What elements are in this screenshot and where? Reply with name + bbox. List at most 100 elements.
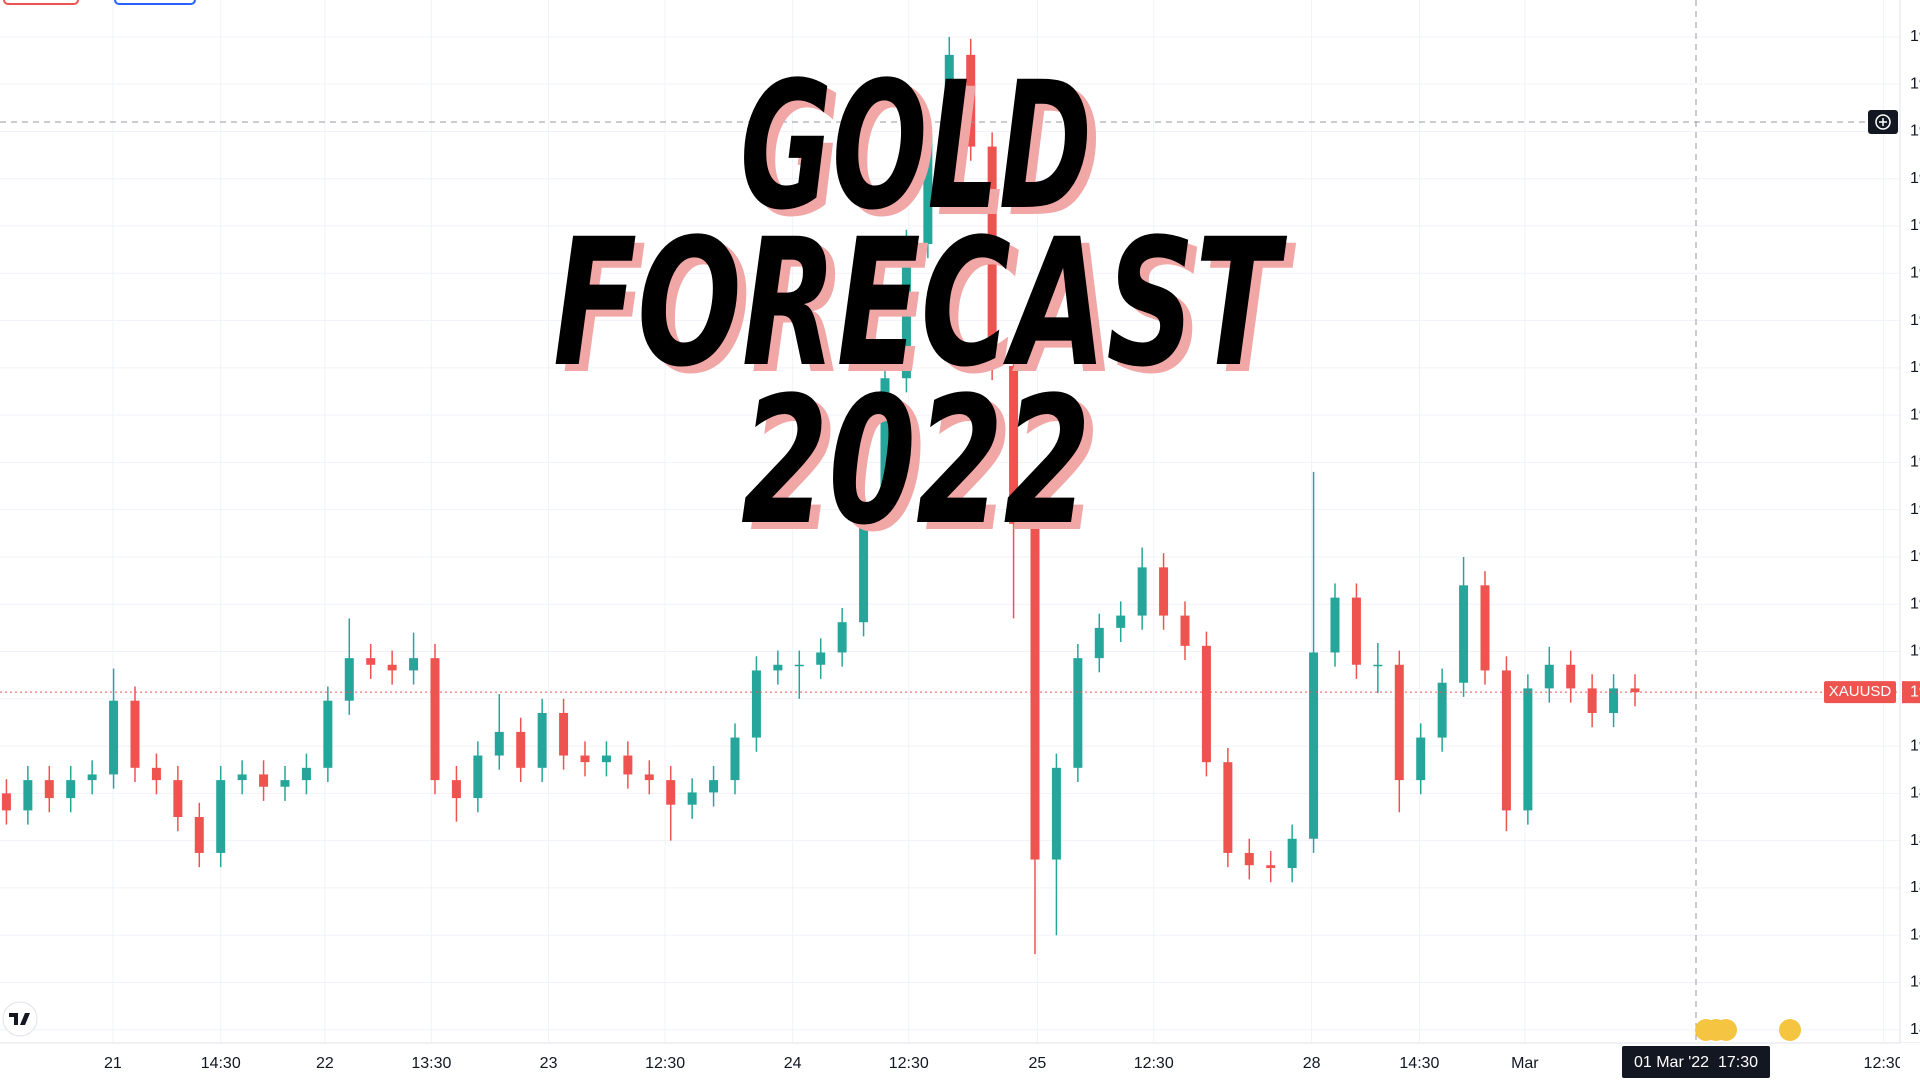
y-tick-label: 1880	[1910, 926, 1920, 943]
candle-body	[409, 658, 419, 671]
x-tick-label: 28	[1303, 1055, 1321, 1072]
candle-body	[709, 780, 719, 793]
candle-body	[1094, 627, 1104, 659]
candle-body	[537, 712, 547, 768]
candle-body	[687, 792, 697, 805]
candle-body	[901, 243, 911, 379]
candle-body	[1330, 597, 1340, 653]
x-tick-label: 25	[1028, 1055, 1046, 1072]
candle-body	[1309, 652, 1319, 839]
symbol-box	[1824, 681, 1896, 704]
candle-body	[1394, 664, 1404, 781]
time-axis: 21 14:30 22 13:30 23 12:30 24 12:30 25 12:30 28 14:…	[104, 1055, 1904, 1072]
last-price-label: 1905.7	[1910, 683, 1920, 700]
candle-body	[944, 54, 954, 135]
price-axis-panel	[1900, 0, 1920, 1080]
axis-corner	[1900, 1043, 1920, 1080]
candle-body	[601, 755, 611, 763]
candle-body	[751, 670, 761, 738]
y-tick-label: 1935	[1910, 406, 1920, 423]
x-tick-label: 14:30	[1399, 1055, 1439, 1072]
plus-icon	[1875, 114, 1891, 130]
event-flags	[1695, 1019, 1801, 1041]
candle-body	[623, 755, 633, 775]
candle-body	[151, 767, 161, 781]
sell-button[interactable]	[3, 0, 79, 5]
candle-body	[1587, 688, 1597, 713]
y-tick-label: 1895	[1910, 785, 1920, 802]
candle-body	[1137, 567, 1147, 616]
logo-mark	[9, 1013, 30, 1025]
candle-body	[816, 652, 826, 665]
x-tick-label: 23	[540, 1055, 558, 1072]
title-line: 2022	[741, 359, 1091, 564]
grid	[0, 0, 1900, 1043]
symbol-label: XAUUSD	[1829, 683, 1892, 700]
y-tick-label: 1960	[1910, 170, 1920, 187]
candle-body	[1201, 645, 1211, 763]
x-tick-label: Mar	[1511, 1055, 1539, 1072]
y-tick-label: 1900	[1910, 737, 1920, 754]
y-tick-label: 1975	[1910, 28, 1920, 45]
x-tick-label: 12:30	[1864, 1055, 1904, 1072]
candle-body	[923, 134, 933, 244]
candle-body	[1523, 688, 1533, 811]
tv-logo	[2, 1001, 38, 1037]
y-tick-label: 1890	[1910, 832, 1920, 849]
y-tick-label: 1910	[1910, 643, 1920, 660]
candle-body	[494, 731, 504, 756]
x-tick-label: 12:30	[1134, 1055, 1174, 1072]
candle-body	[109, 700, 119, 775]
candle-body	[966, 54, 976, 147]
x-tick-label: 14:30	[201, 1055, 241, 1072]
candle-body	[559, 712, 569, 756]
candle-body	[1416, 737, 1426, 781]
candle-body	[1351, 597, 1361, 665]
candle-body	[216, 780, 226, 853]
candle-body	[1459, 585, 1469, 683]
plus-icon-cross	[1879, 118, 1887, 126]
candle-body	[173, 780, 183, 818]
y-tick-label: 1925	[1910, 501, 1920, 518]
candle-body	[366, 658, 376, 665]
candle-body	[794, 664, 804, 667]
price-box	[1902, 681, 1920, 704]
candle-body	[451, 780, 461, 799]
candle-body	[1223, 762, 1233, 853]
candle-body	[1009, 365, 1019, 524]
candle-body	[1244, 852, 1254, 866]
candle-body	[987, 146, 997, 366]
candle-body	[1437, 682, 1447, 738]
candle-body	[1051, 767, 1061, 860]
candle-body	[323, 700, 333, 768]
candle-body	[1073, 658, 1083, 768]
y-tick-label: 1885	[1910, 879, 1920, 896]
y-tick-label: 1875	[1910, 974, 1920, 991]
y-tick-label: 1915	[1910, 595, 1920, 612]
candle-body	[1, 793, 11, 811]
title-line: GOLD	[740, 44, 1092, 249]
candle-body	[387, 664, 397, 671]
candle-body	[1266, 865, 1276, 869]
y-tick-label: 1920	[1910, 548, 1920, 565]
candle-body	[1566, 664, 1576, 689]
candle-body	[344, 658, 354, 701]
candle-body	[1159, 567, 1169, 616]
candle-body	[430, 658, 440, 781]
candle-body	[1630, 688, 1640, 693]
flag	[1779, 1019, 1801, 1041]
x-tick-label: 24	[784, 1055, 802, 1072]
y-tick-label: 1870	[1910, 1021, 1920, 1038]
candle-body	[1480, 585, 1490, 671]
time-axis-panel	[0, 1043, 1920, 1080]
candle-body	[44, 780, 54, 799]
buy-button[interactable]	[114, 0, 196, 5]
candle-body	[194, 817, 204, 853]
price-axis: 1870187518801885189018951900190519101915…	[1824, 28, 1920, 1038]
candle-body	[1180, 615, 1190, 646]
candle-body	[580, 755, 590, 763]
logo-circle	[2, 1001, 38, 1037]
candle-body	[880, 378, 890, 513]
